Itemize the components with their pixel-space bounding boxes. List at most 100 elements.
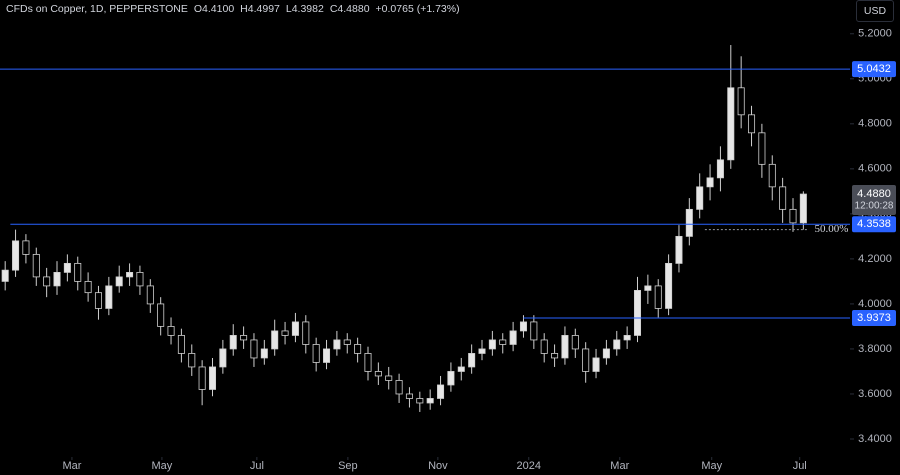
y-tick-label: 4.2000 xyxy=(858,253,892,265)
candle-body xyxy=(364,353,372,372)
candle-body xyxy=(395,380,403,395)
level-label-box xyxy=(852,216,896,233)
candle-body xyxy=(654,285,662,309)
candle-body xyxy=(115,276,123,287)
candle-body xyxy=(561,335,569,359)
candle-body xyxy=(32,253,40,278)
open-readout: O4.4100 xyxy=(193,3,235,15)
candle-body xyxy=(716,159,724,179)
candle-body xyxy=(271,330,279,350)
level-label-box xyxy=(852,61,896,78)
x-tick-label: May xyxy=(701,460,722,472)
candle-body xyxy=(779,186,787,210)
high-readout: H4.4997 xyxy=(240,3,280,15)
x-tick-label: Jul xyxy=(250,460,264,472)
level-label-box xyxy=(852,310,896,327)
candle-body xyxy=(727,87,735,161)
candle-body xyxy=(675,235,683,264)
candle-body xyxy=(385,375,393,381)
candle-body xyxy=(789,208,797,224)
y-tick-label: 4.6000 xyxy=(858,163,892,175)
x-tick-label: Jul xyxy=(793,460,807,472)
candle-body xyxy=(63,262,71,273)
candle-body xyxy=(312,344,320,363)
candle-body xyxy=(416,398,424,404)
candle-body xyxy=(644,285,652,291)
fib-label: 50.00% xyxy=(815,223,849,235)
y-tick-label: 3.4000 xyxy=(858,433,892,445)
candle-body xyxy=(281,330,289,336)
candle-body xyxy=(509,330,517,345)
y-tick-label: 5.2000 xyxy=(858,28,892,40)
candle-body xyxy=(291,321,299,336)
x-tick-label: Mar xyxy=(610,460,629,472)
candle-body xyxy=(758,132,766,165)
candle-body xyxy=(457,366,465,372)
candle-body xyxy=(240,335,248,341)
close-readout: C4.4880 xyxy=(329,3,370,15)
candle-body xyxy=(177,335,185,354)
candle-body xyxy=(167,326,175,336)
candle-body xyxy=(188,353,196,368)
y-tick-label: 3.6000 xyxy=(858,388,892,400)
x-tick-label: Nov xyxy=(428,460,448,472)
candle-body xyxy=(696,186,704,210)
candle-body xyxy=(323,348,331,363)
candle-body xyxy=(748,114,756,134)
countdown: 12:00:28 xyxy=(855,201,894,212)
low-readout: L4.3982 xyxy=(285,3,324,15)
candle-body xyxy=(250,339,258,359)
candle-body xyxy=(685,208,693,237)
candle-body xyxy=(333,339,341,350)
candle-body xyxy=(12,240,20,271)
level-label: 3.9373 xyxy=(857,312,891,324)
candle-body xyxy=(374,371,382,377)
candle-body xyxy=(105,285,113,309)
candle-body xyxy=(768,163,776,188)
candle-body xyxy=(136,271,144,287)
x-tick-label: 2024 xyxy=(517,460,541,472)
candle-body xyxy=(405,393,413,399)
candle-body xyxy=(582,348,590,372)
candle-body xyxy=(799,193,807,224)
candle-body xyxy=(447,371,455,386)
candle-body xyxy=(354,344,362,354)
candle-body xyxy=(229,335,237,350)
y-tick-label: 4.0000 xyxy=(858,298,892,310)
candle-body xyxy=(633,290,642,336)
candle-body xyxy=(437,384,445,399)
candle-body xyxy=(43,276,51,287)
candle-body xyxy=(219,348,227,368)
symbol[interactable]: CFDs on Copper, 1D, PEPPERSTONE xyxy=(6,3,188,15)
candle-body xyxy=(592,357,600,372)
level-label: 5.0432 xyxy=(857,63,891,75)
currency-button[interactable]: USD xyxy=(856,0,894,22)
header: CFDs on Copper, 1D, PEPPERSTONE O4.4100 … xyxy=(6,3,460,15)
candle-body xyxy=(302,321,310,345)
candle-body xyxy=(260,348,268,359)
candle-body xyxy=(468,353,476,368)
candle-body xyxy=(146,285,154,305)
candle-body xyxy=(602,348,610,359)
candle-body xyxy=(540,339,548,354)
candle-body xyxy=(1,269,9,282)
candle-body xyxy=(623,335,631,341)
candle-body xyxy=(22,240,30,255)
candle-body xyxy=(488,339,496,350)
change-readout: +0.0765 (+1.73%) xyxy=(375,3,460,15)
candle-body xyxy=(208,366,217,390)
level-label: 4.3538 xyxy=(857,218,891,230)
candle-body xyxy=(499,339,507,345)
candle-body xyxy=(126,271,134,278)
last-price-box xyxy=(852,185,896,216)
candle-body xyxy=(613,339,621,350)
x-tick-label: Sep xyxy=(338,460,358,472)
candle-body xyxy=(706,177,714,188)
candle-body xyxy=(478,348,486,354)
candle-body xyxy=(157,303,165,327)
candle-body xyxy=(737,87,745,116)
candle-body xyxy=(551,353,559,359)
x-tick-label: Mar xyxy=(62,460,81,472)
